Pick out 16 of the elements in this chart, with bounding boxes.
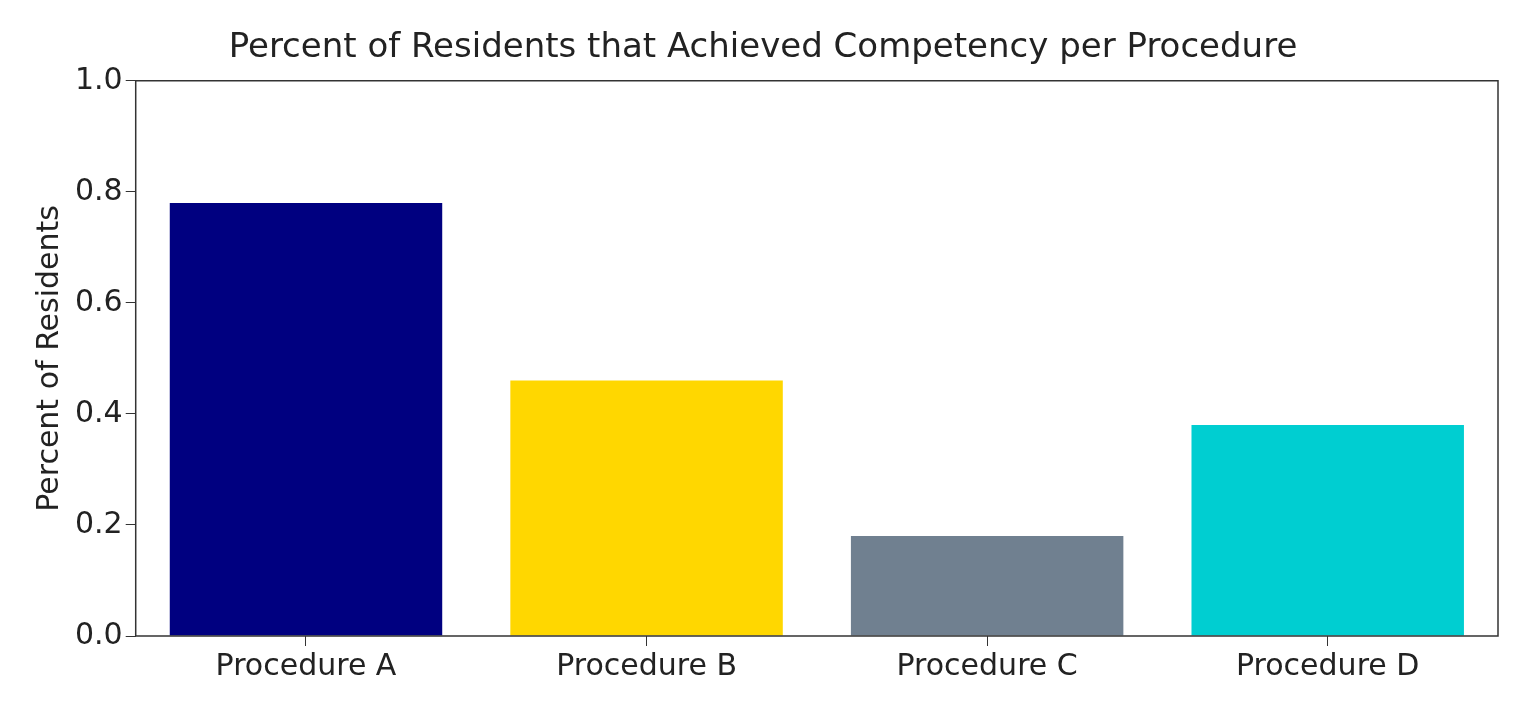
y-tick-label: 0.4 bbox=[74, 393, 123, 429]
bar bbox=[510, 380, 783, 636]
y-tick-label: 0.2 bbox=[74, 504, 123, 540]
y-tick-label: 0.8 bbox=[74, 171, 123, 207]
bar bbox=[1191, 425, 1464, 636]
chart-title: Percent of Residents that Achieved Competency per Procedure bbox=[228, 25, 1298, 66]
x-tick-label: Procedure C bbox=[896, 646, 1078, 682]
y-axis-title: Percent of Residents bbox=[29, 205, 65, 512]
y-tick-label: 0.6 bbox=[74, 282, 123, 318]
bar bbox=[850, 536, 1124, 636]
y-tick-label: 0.0 bbox=[74, 615, 123, 651]
x-tick-label: Procedure A bbox=[215, 646, 397, 682]
x-tick-label: Procedure B bbox=[556, 646, 737, 682]
y-tick-label: 1.0 bbox=[74, 60, 123, 96]
x-tick-label: Procedure D bbox=[1236, 646, 1420, 682]
bar bbox=[169, 202, 443, 636]
